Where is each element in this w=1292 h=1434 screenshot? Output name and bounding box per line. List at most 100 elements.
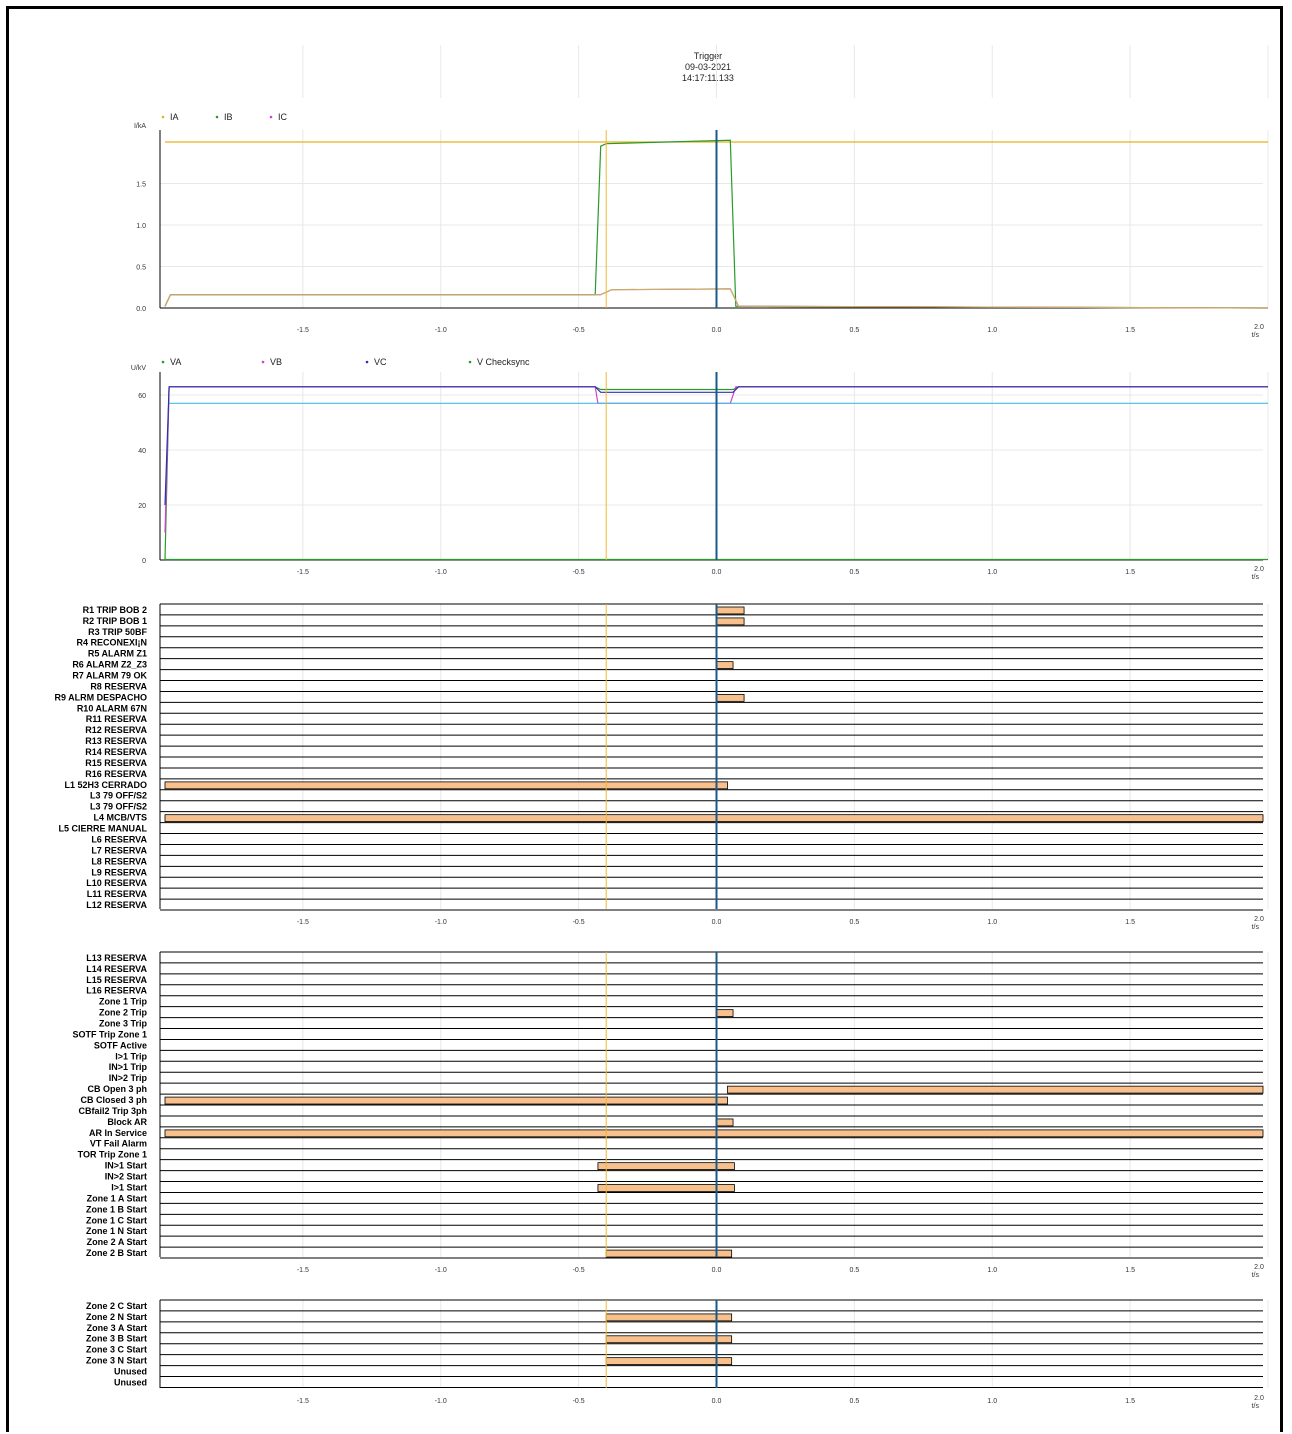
x-tick-label: -1.0 [435, 919, 447, 926]
signal-label: Zone 3 B Start [86, 1334, 147, 1344]
trigger-time: 14:17:11.133 [682, 73, 734, 83]
signal-label: Unused [114, 1367, 147, 1377]
signal-label: R11 RESERVA [86, 714, 148, 724]
signal-bar [716, 617, 745, 626]
signal-bar [716, 661, 734, 669]
x-tick-label: 2.0 [1254, 1395, 1264, 1402]
y-tick-label: 0.0 [136, 306, 146, 313]
x-tick-label: -1.5 [297, 327, 309, 334]
signal-label: SOTF Active [94, 1040, 147, 1050]
signal-label: Zone 3 A Start [87, 1323, 147, 1333]
y-tick-label: 1.0 [136, 223, 146, 230]
x-tick-label: 0.5 [850, 569, 860, 576]
x-tick-label: 1.0 [987, 1398, 997, 1405]
signal-bar [716, 1009, 734, 1017]
x-tick-label: 1.5 [1125, 569, 1135, 576]
signal-label: R14 RESERVA [85, 747, 147, 757]
x-tick-label: -1.5 [297, 569, 309, 576]
header-grid [302, 45, 1269, 98]
signal-label: VT Fail Alarm [90, 1139, 147, 1149]
x-tick-label: 1.0 [987, 327, 997, 334]
signal-label: R1 TRIP BOB 2 [83, 605, 147, 615]
x-tick-label: 0.0 [712, 919, 722, 926]
voltage-panel: 0 20 40 60 U/kV VA VB VC V Checksync -1.5 -1.0 -0.5… [131, 357, 1269, 581]
x-tick-label: 1.0 [987, 569, 997, 576]
x-unit-label: t/s [1252, 1403, 1260, 1410]
y-tick-label: 40 [138, 448, 146, 455]
legend-label: VC [374, 357, 387, 367]
x-tick-label: 1.5 [1125, 919, 1135, 926]
signal-label: Block AR [107, 1117, 147, 1127]
x-tick-label: 1.5 [1125, 327, 1135, 334]
signal-label: IN>2 Start [105, 1172, 147, 1182]
signal-label: L1 52H3 CERRADO [64, 780, 147, 790]
signal-label: L3 79 OFF/S2 [90, 802, 147, 812]
x-tick-label: -0.5 [573, 1398, 585, 1405]
signal-label: Zone 1 B Start [86, 1204, 147, 1214]
x-tick-label: -1.5 [297, 1398, 309, 1405]
current-panel: 0.0 0.5 1.0 1.5 I/kA IA IB IC -1.5 -1.0 -0.5 0.0 0.5… [134, 112, 1269, 339]
signal-label: Zone 1 Trip [99, 997, 148, 1007]
signal-label: Zone 1 C Start [86, 1215, 147, 1225]
x-tick-label: 2.0 [1254, 916, 1264, 923]
signal-label: Zone 2 A Start [87, 1237, 147, 1247]
legend-marker [215, 115, 219, 119]
x-tick-label: 1.5 [1125, 1398, 1135, 1405]
x-tick-label: -0.5 [573, 919, 585, 926]
legend-label: IB [224, 112, 233, 122]
signal-label: L7 RESERVA [91, 845, 147, 855]
signal-bar [164, 1129, 1264, 1138]
signal-bar [605, 1335, 733, 1344]
signal-bar [605, 1313, 733, 1322]
x-tick-label: -1.5 [297, 1267, 309, 1274]
signal-label: IN>2 Trip [109, 1073, 148, 1083]
signal-label: L6 RESERVA [91, 834, 147, 844]
signal-bar [716, 694, 745, 702]
signal-label: R16 RESERVA [85, 769, 147, 779]
digital-panel: R1 TRIP BOB 2R2 TRIP BOB 1R3 TRIP 50BFR4… [54, 603, 1269, 931]
x-tick-label: 0.5 [850, 919, 860, 926]
signal-label: CB Open 3 ph [87, 1084, 147, 1094]
legend-marker [365, 360, 369, 364]
y-tick-label: 20 [138, 503, 146, 510]
legend-label: V Checksync [477, 357, 530, 367]
signal-label: I>1 Start [111, 1182, 147, 1192]
signal-label: TOR Trip Zone 1 [78, 1150, 147, 1160]
signal-bar [597, 1162, 735, 1171]
y-axis-label: U/kV [131, 365, 147, 372]
x-tick-label: 0.5 [850, 1267, 860, 1274]
trigger-header: Trigger 09-03-2021 14:17:11.133 [682, 51, 734, 83]
signal-bar [164, 814, 1264, 822]
x-tick-label: -1.0 [435, 327, 447, 334]
signal-label: SOTF Trip Zone 1 [72, 1029, 147, 1039]
signal-label: R15 RESERVA [85, 758, 147, 768]
signal-label: Zone 2 Trip [99, 1008, 148, 1018]
signal-label: L3 79 OFF/S2 [90, 791, 147, 801]
x-tick-label: 0.0 [712, 1267, 722, 1274]
signal-label: R5 ALARM Z1 [88, 649, 147, 659]
x-tick-label: 0.5 [850, 327, 860, 334]
x-tick-label: 2.0 [1254, 1264, 1264, 1271]
signal-label: R10 ALARM 67N [77, 703, 147, 713]
signal-label: R12 RESERVA [85, 725, 147, 735]
signal-label: R2 TRIP BOB 1 [83, 616, 147, 626]
signal-bar [716, 1118, 734, 1127]
signal-label: R8 RESERVA [90, 681, 147, 691]
x-unit-label: t/s [1252, 332, 1260, 339]
signal-label: L16 RESERVA [86, 986, 147, 996]
signal-bar [164, 1096, 728, 1105]
x-tick-label: -0.5 [573, 1267, 585, 1274]
signal-label: L5 CIERRE MANUAL [58, 824, 147, 834]
signal-bar [605, 1249, 733, 1258]
signal-label: L10 RESERVA [86, 878, 147, 888]
signal-label: Zone 1 N Start [86, 1226, 147, 1236]
x-tick-label: 0.5 [850, 1398, 860, 1405]
y-axis-label: I/kA [134, 123, 146, 130]
signal-label: Zone 2 B Start [86, 1248, 147, 1258]
x-tick-label: -1.0 [435, 1267, 447, 1274]
signal-label: L14 RESERVA [86, 964, 147, 974]
x-tick-label: -1.0 [435, 569, 447, 576]
legend-label: IA [170, 112, 179, 122]
